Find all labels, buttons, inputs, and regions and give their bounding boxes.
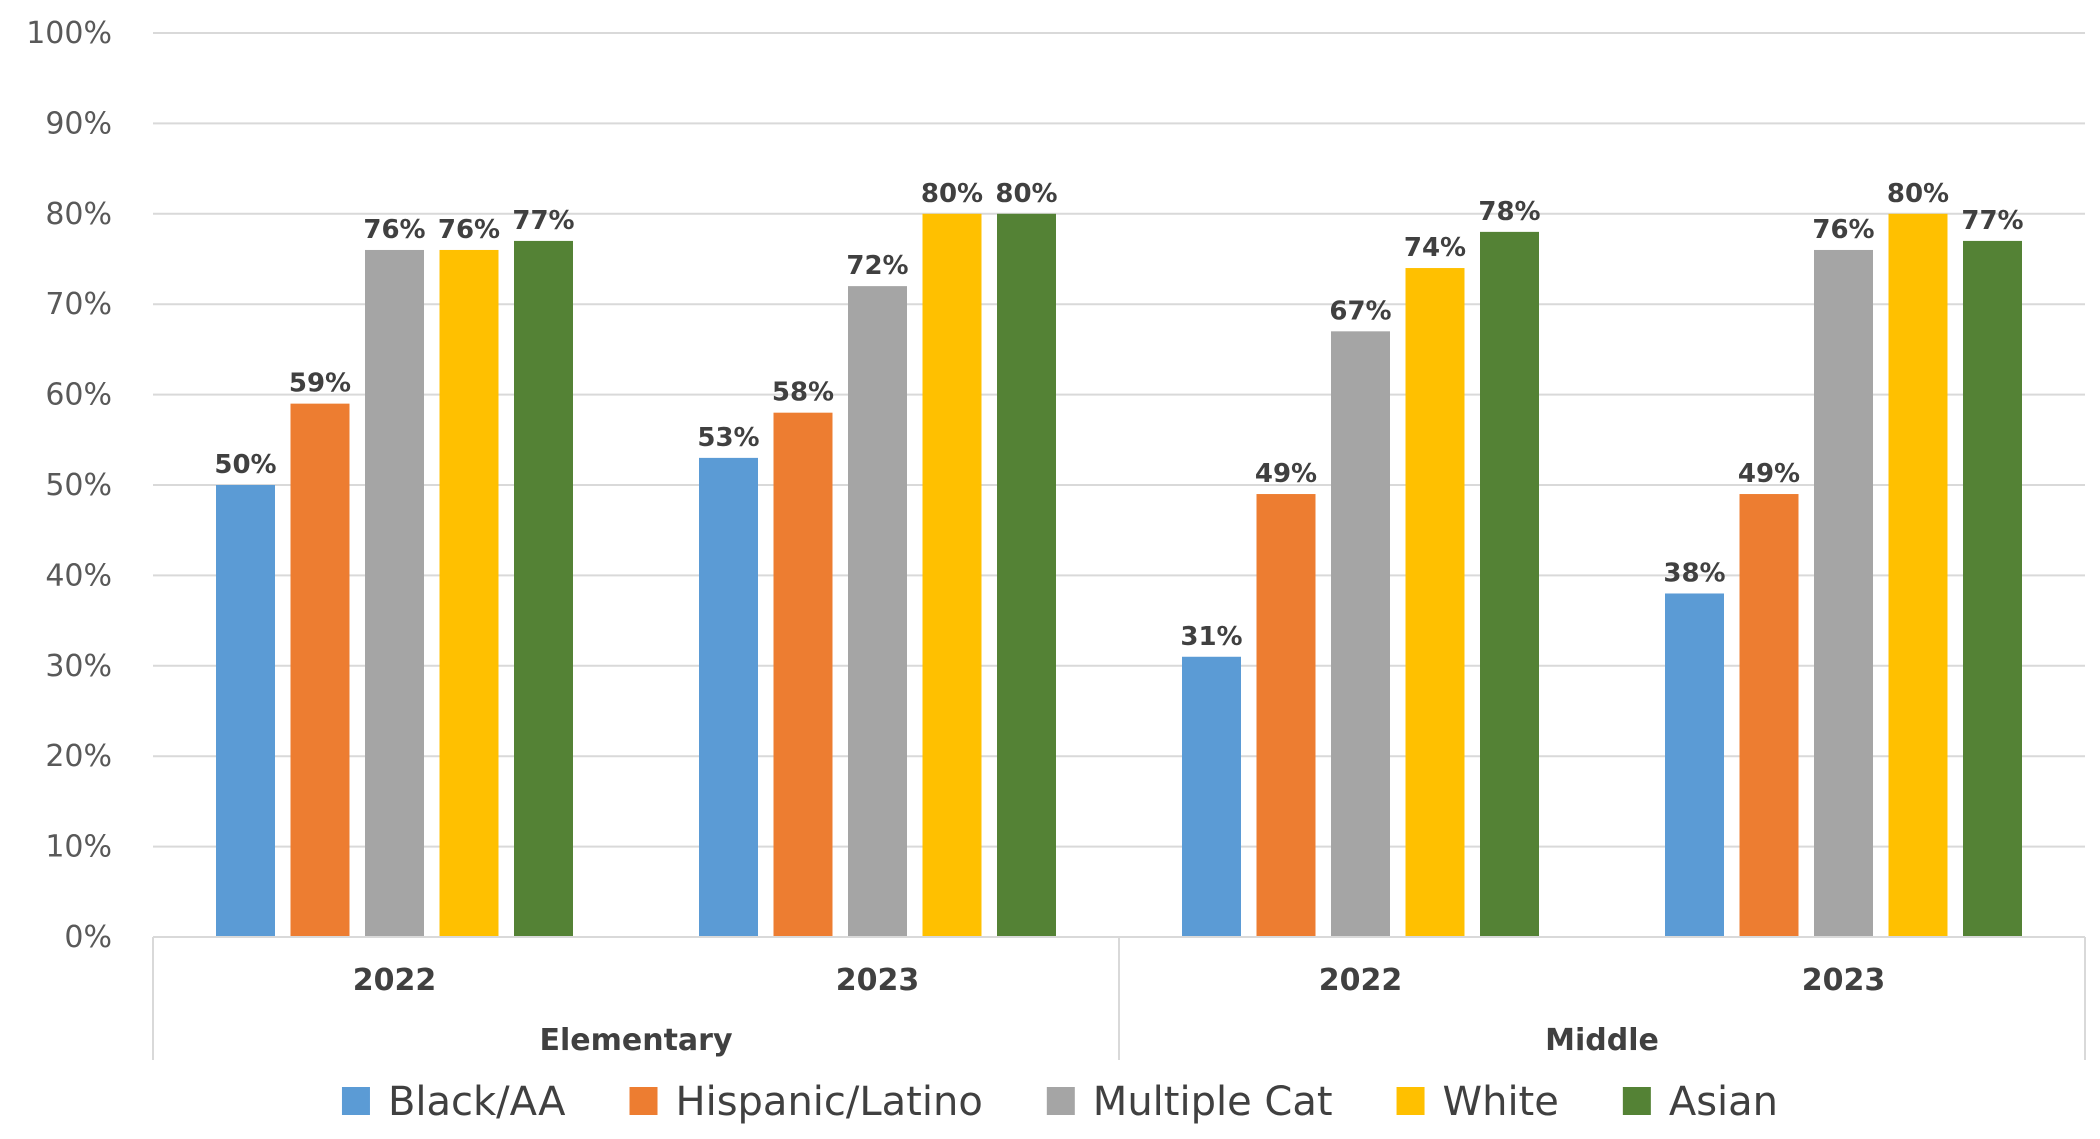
y-tick-label: 40% [45, 558, 112, 593]
data-label: 49% [1255, 459, 1317, 489]
y-tick-label: 50% [45, 468, 112, 503]
y-tick-label: 100% [26, 16, 112, 51]
legend-swatch [1396, 1087, 1425, 1115]
bar [1963, 240, 2022, 938]
x-group-label: Elementary [539, 1023, 732, 1058]
bar [1665, 593, 1724, 937]
x-group-label: Middle [1545, 1023, 1659, 1058]
bar [514, 240, 573, 938]
data-label: 31% [1180, 622, 1242, 652]
y-tick-label: 90% [45, 106, 112, 141]
data-label: 76% [438, 215, 500, 245]
legend-label: Hispanic/Latino [676, 1079, 983, 1125]
legend-label: Asian [1669, 1079, 1778, 1125]
data-labels: 50% 59% 76% 76% 77% 53% 58% 72% 80% 80% 31% 49% 67% 7… [214, 179, 2023, 652]
bar [997, 213, 1056, 938]
y-tick-label: 30% [45, 649, 112, 684]
legend-item: Hispanic/Latino [629, 1079, 983, 1125]
bar [1888, 213, 1948, 938]
bar [1405, 268, 1465, 937]
data-label: 67% [1329, 296, 1391, 326]
y-tick-label: 0% [64, 920, 112, 955]
bar [1739, 494, 1799, 937]
legend-swatch [1622, 1087, 1651, 1115]
y-tick-label: 60% [45, 378, 112, 413]
y-tick-label: 10% [45, 830, 112, 865]
data-label: 77% [1961, 206, 2023, 236]
legend-label: Multiple Cat [1093, 1079, 1333, 1125]
bar [1480, 231, 1539, 937]
bar [365, 249, 424, 937]
bar [1182, 656, 1241, 937]
x-tick-label: 2023 [836, 963, 920, 998]
bar [922, 213, 982, 938]
legend-label: White [1443, 1079, 1559, 1125]
bar [439, 249, 499, 937]
legend: Black/AA Hispanic/Latino Multiple Cat White… [341, 1079, 1778, 1125]
data-label: 38% [1663, 558, 1725, 588]
data-label: 74% [1404, 233, 1466, 263]
x-tick-label: 2023 [1802, 963, 1886, 998]
data-label: 50% [214, 450, 276, 480]
data-label: 80% [921, 179, 983, 209]
data-label: 80% [995, 179, 1057, 209]
legend-item: Black/AA [341, 1079, 566, 1125]
data-label: 58% [772, 378, 834, 408]
legend-item: Asian [1622, 1079, 1778, 1125]
x-tick-label: 2022 [1319, 963, 1403, 998]
bar [699, 457, 758, 937]
bar [290, 403, 350, 937]
gridlines: 0% 10% 20% 30% 40% 50% 60% 70% 80% 90% 100% [26, 16, 2085, 955]
x-axis: 2022 2023 2022 2023 Elementary Middle [152, 936, 2086, 1060]
bar [216, 485, 275, 937]
bar [848, 286, 907, 937]
x-tick-label: 2022 [353, 963, 437, 998]
data-label: 77% [512, 206, 574, 236]
bar [1814, 249, 1873, 937]
data-label: 59% [289, 369, 351, 399]
legend-item: Multiple Cat [1046, 1079, 1333, 1125]
bar [773, 412, 833, 937]
legend-item: White [1396, 1079, 1559, 1125]
legend-label: Black/AA [388, 1079, 566, 1125]
data-label: 53% [697, 423, 759, 453]
legend-swatch [341, 1087, 370, 1115]
y-tick-label: 70% [45, 287, 112, 322]
data-label: 76% [1812, 215, 1874, 245]
y-tick-label: 20% [45, 739, 112, 774]
bar [1256, 494, 1316, 937]
legend-swatch [629, 1087, 658, 1115]
y-tick-label: 80% [45, 197, 112, 232]
bars [216, 213, 2022, 938]
data-label: 78% [1478, 197, 1540, 227]
data-label: 72% [846, 251, 908, 281]
data-label: 76% [363, 215, 425, 245]
data-label: 49% [1738, 459, 1800, 489]
legend-swatch [1046, 1087, 1075, 1115]
bar [1331, 331, 1390, 937]
data-label: 80% [1887, 179, 1949, 209]
